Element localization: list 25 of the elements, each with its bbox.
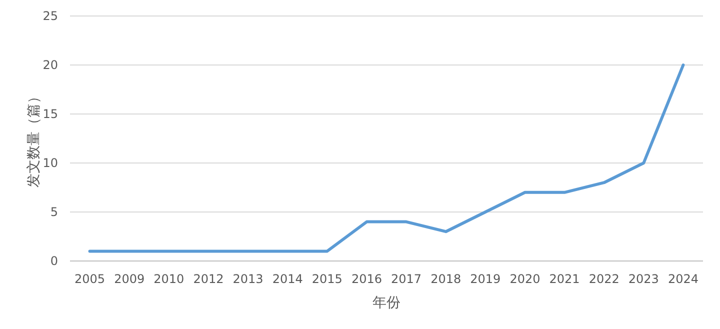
x-tick-label: 2021	[549, 272, 580, 286]
x-tick-label: 2018	[430, 272, 462, 286]
x-tick-label: 2016	[351, 272, 382, 286]
x-tick-label: 2020	[510, 272, 540, 286]
y-tick-label: 25	[42, 9, 58, 23]
x-tick-label: 2012	[193, 272, 224, 286]
x-tick-label: 2010	[154, 272, 184, 286]
x-tick-label: 2013	[232, 272, 264, 286]
x-tick-label: 2015	[312, 272, 342, 286]
x-tick-label: 2019	[470, 272, 501, 286]
y-axis-title: 发文数量（篇）	[26, 90, 42, 188]
y-tick-label: 15	[42, 107, 58, 121]
x-axis-title: 年份	[372, 295, 400, 311]
y-tick-label: 20	[42, 58, 58, 72]
x-tick-label: 2005	[74, 272, 106, 286]
x-tick-label: 2009	[114, 272, 145, 286]
y-tick-label: 0	[50, 254, 58, 268]
x-tick-label: 2014	[272, 272, 303, 286]
x-tick-label: 2022	[588, 272, 620, 286]
x-tick-label: 2023	[628, 272, 659, 286]
line-series	[88, 64, 685, 253]
y-tick-label: 10	[42, 156, 58, 170]
y-tick-label: 5	[50, 205, 58, 219]
x-tick-label: 2024	[668, 272, 698, 286]
x-tick-label: 2017	[391, 272, 422, 286]
